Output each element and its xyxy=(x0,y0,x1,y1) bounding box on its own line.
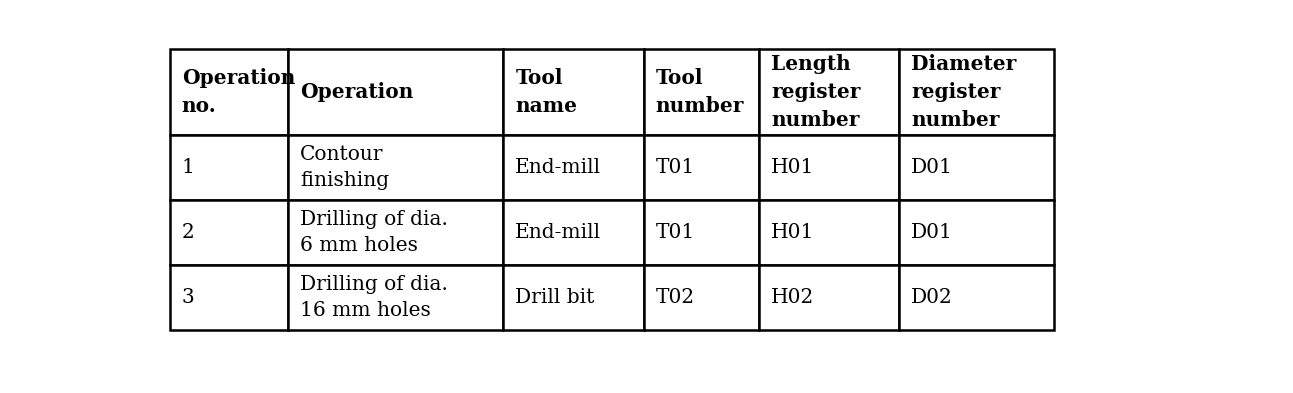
Bar xyxy=(644,265,759,330)
Text: 3: 3 xyxy=(181,288,194,307)
Bar xyxy=(503,265,644,330)
Bar xyxy=(644,49,759,135)
Text: Tool
number: Tool number xyxy=(656,68,743,116)
Bar xyxy=(503,49,644,135)
Text: 2: 2 xyxy=(181,223,194,242)
Text: End-mill: End-mill xyxy=(516,223,601,242)
Text: H01: H01 xyxy=(771,158,815,177)
Text: Contour
finishing: Contour finishing xyxy=(300,145,389,190)
Text: Length
register
number: Length register number xyxy=(771,54,860,130)
Bar xyxy=(288,265,503,330)
Bar xyxy=(288,135,503,200)
Bar xyxy=(169,200,288,265)
Text: D02: D02 xyxy=(912,288,953,307)
Bar xyxy=(759,49,899,135)
Bar xyxy=(759,200,899,265)
Text: T01: T01 xyxy=(656,158,694,177)
Text: Drilling of dia.
16 mm holes: Drilling of dia. 16 mm holes xyxy=(300,275,447,320)
Text: Diameter
register
number: Diameter register number xyxy=(912,54,1016,130)
Text: Drilling of dia.
6 mm holes: Drilling of dia. 6 mm holes xyxy=(300,210,447,255)
Bar xyxy=(899,200,1055,265)
Bar xyxy=(644,135,759,200)
Text: Tool
name: Tool name xyxy=(516,68,578,116)
Bar xyxy=(169,49,288,135)
Text: End-mill: End-mill xyxy=(516,158,601,177)
Bar xyxy=(169,135,288,200)
Bar xyxy=(899,49,1055,135)
Bar xyxy=(503,135,644,200)
Bar xyxy=(503,200,644,265)
Text: Operation: Operation xyxy=(300,82,414,102)
Bar xyxy=(759,135,899,200)
Text: H02: H02 xyxy=(771,288,815,307)
Text: T01: T01 xyxy=(656,223,694,242)
Text: H01: H01 xyxy=(771,223,815,242)
Text: 1: 1 xyxy=(181,158,194,177)
Bar xyxy=(169,265,288,330)
Bar xyxy=(759,265,899,330)
Text: Drill bit: Drill bit xyxy=(516,288,595,307)
Bar xyxy=(899,265,1055,330)
Bar xyxy=(288,200,503,265)
Text: D01: D01 xyxy=(912,223,953,242)
Bar xyxy=(644,200,759,265)
Bar xyxy=(899,135,1055,200)
Text: D01: D01 xyxy=(912,158,953,177)
Text: Operation
no.: Operation no. xyxy=(181,68,295,116)
Text: T02: T02 xyxy=(656,288,694,307)
Bar xyxy=(288,49,503,135)
